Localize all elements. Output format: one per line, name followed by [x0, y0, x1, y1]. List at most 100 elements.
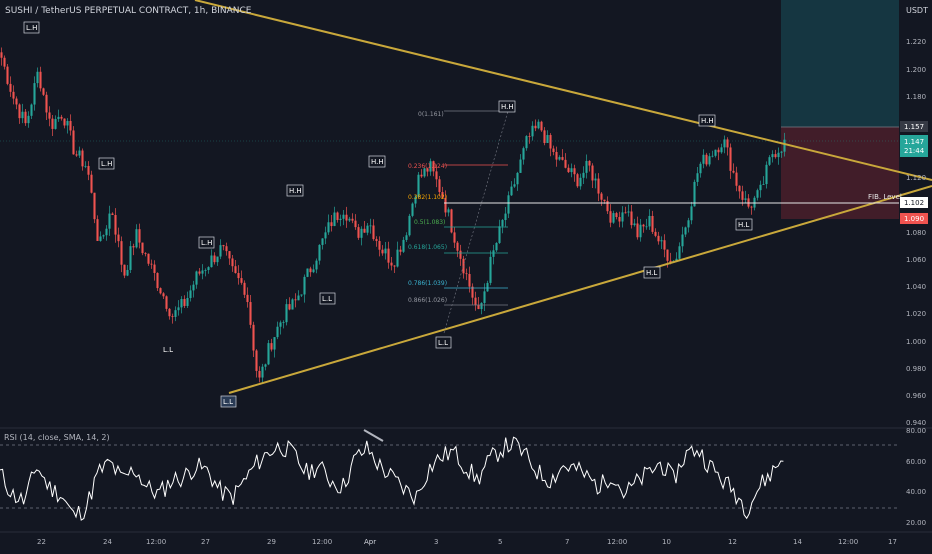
candle-body: [723, 139, 726, 148]
candle-body: [486, 282, 489, 292]
candle-body: [642, 224, 645, 227]
candle-body: [168, 308, 171, 317]
time-axis[interactable]: 22 24 12:00 27 29 12:00 Apr 3 5 7 12:00 …: [37, 538, 897, 546]
svg-text:L.L: L.L: [223, 398, 233, 406]
target-zone: [781, 0, 899, 127]
candle-body: [384, 248, 387, 254]
candle-body: [102, 235, 105, 237]
price-label-stop-bg: [900, 213, 928, 224]
price-label-stop: 1.090: [904, 215, 924, 223]
candle-body: [345, 214, 348, 221]
descending-trendline[interactable]: [194, 0, 932, 181]
candle-body: [294, 299, 297, 301]
candle-body: [615, 213, 618, 218]
candle-body: [390, 262, 393, 266]
candle-body: [39, 71, 42, 89]
candle-body: [492, 250, 495, 257]
fib-label-0786: 0.786(1.039): [408, 280, 447, 287]
candle-body: [396, 249, 399, 267]
candle-body: [699, 163, 702, 174]
candle-body: [297, 295, 300, 301]
candle-body: [45, 94, 48, 113]
ascending-trendline[interactable]: [228, 185, 932, 394]
candle-body: [276, 326, 279, 338]
candle-body: [18, 104, 21, 119]
candle-body: [549, 135, 552, 149]
rsi-axis[interactable]: 80.00 60.00 40.00 20.00: [906, 427, 926, 527]
candle-body: [609, 211, 612, 223]
rsi-title[interactable]: RSI (14, close, SMA, 14, 2): [4, 433, 110, 442]
candle-body: [765, 164, 768, 185]
candle-body: [36, 71, 39, 84]
candle-body: [570, 168, 573, 173]
candle-body: [426, 168, 429, 172]
candle-body: [780, 151, 783, 153]
candle-body: [90, 174, 93, 193]
candle-body: [504, 213, 507, 221]
candle-body: [279, 322, 282, 327]
candle-body: [711, 155, 714, 157]
price-axis[interactable]: 1.220 1.200 1.180 1.120 1.080 1.060 1.04…: [900, 38, 928, 427]
candle-body: [177, 307, 180, 311]
fib-label-0866: 0.866(1.026): [408, 297, 447, 304]
candle-body: [291, 299, 294, 310]
price-tick: 0.960: [906, 392, 926, 400]
currency-label[interactable]: USDT: [906, 6, 928, 15]
candle-body: [495, 242, 498, 251]
candle-body: [717, 149, 720, 153]
pivot-label: H.L: [735, 218, 753, 231]
svg-text:H.L: H.L: [738, 221, 749, 229]
candle-body: [663, 240, 666, 250]
time-tick: 17: [888, 538, 897, 546]
candle-body: [408, 215, 411, 236]
candle-body: [153, 264, 156, 273]
candle-body: [180, 299, 183, 308]
chart-title[interactable]: SUSHI / TetherUS PERPETUAL CONTRACT, 1h,…: [5, 6, 252, 16]
candle-body: [480, 302, 483, 310]
candle-body: [126, 269, 129, 276]
candle-body: [675, 258, 678, 261]
candle-body: [534, 125, 537, 129]
candle-body: [108, 213, 111, 229]
time-tick: 14: [793, 538, 802, 546]
candles-series: [0, 47, 786, 383]
candle-body: [222, 245, 225, 247]
candle-body: [225, 246, 228, 252]
candle-body: [63, 118, 66, 126]
candle-body: [72, 130, 75, 155]
candle-body: [681, 234, 684, 247]
candle-body: [66, 120, 69, 126]
pivot-label: L.L: [319, 292, 336, 305]
candle-body: [30, 104, 33, 116]
candle-body: [363, 228, 366, 233]
candle-body: [96, 219, 99, 241]
rsi-tick: 80.00: [906, 427, 926, 435]
fib-retracement[interactable]: 0(1.161) 0.236(1.124) 0.382(1.102) 0.5(1…: [408, 110, 899, 334]
candle-body: [351, 218, 354, 221]
rsi-tick: 20.00: [906, 519, 926, 527]
candle-body: [219, 245, 222, 257]
price-tick: 1.200: [906, 66, 926, 74]
stop-zone: [781, 127, 899, 219]
candle-body: [312, 269, 315, 273]
time-tick: Apr: [364, 538, 376, 546]
candle-body: [246, 294, 249, 303]
candle-body: [498, 226, 501, 243]
candle-body: [171, 316, 174, 318]
pivot-label: L.H: [98, 157, 115, 170]
candle-body: [75, 154, 78, 156]
price-label-fib-bg: [900, 197, 928, 208]
candle-body: [69, 120, 72, 131]
price-tick: 1.060: [906, 256, 926, 264]
candle-body: [273, 337, 276, 350]
candle-body: [669, 260, 672, 263]
candle-body: [132, 246, 135, 248]
candle-body: [501, 220, 504, 227]
candle-body: [24, 111, 27, 124]
pivot-label: H.H: [698, 114, 716, 127]
price-tick: 0.940: [906, 419, 926, 427]
candle-body: [645, 226, 648, 228]
candle-body: [267, 343, 270, 365]
candle-body: [768, 157, 771, 165]
